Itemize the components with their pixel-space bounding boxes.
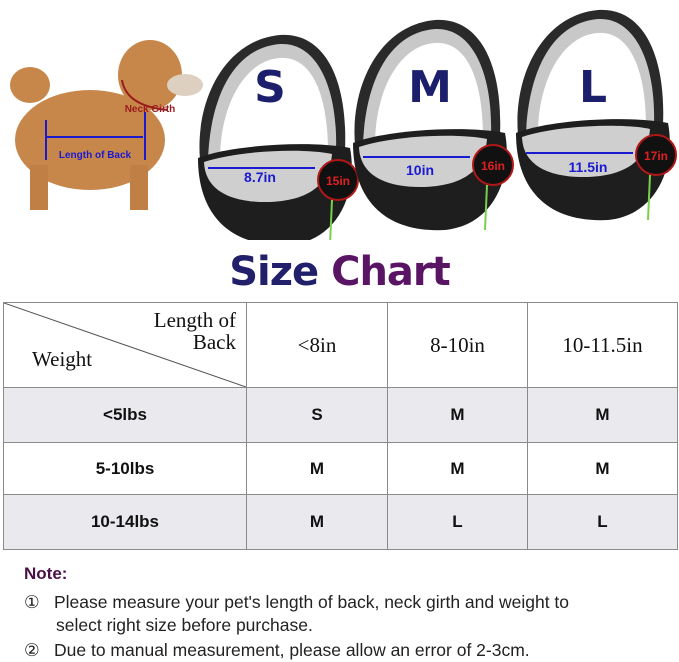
note-item-1-cont: select right size before purchase. [56,615,313,635]
table-row: <5lbs S M M [3,387,678,443]
note-text: Due to manual measurement, please allow … [54,640,530,660]
note-item-1: ① Please measure your pet's length of bac… [24,591,569,613]
size-cell: L [527,494,678,550]
bag-large: L 11.5in 17in [515,8,677,222]
length-of-back-label: Length of Back [59,150,132,161]
title-part1: Size [229,249,319,295]
bag-size-letter: L [579,62,607,113]
note-heading: Note: [24,564,68,583]
bag-neck-label: 15in [326,174,350,188]
size-cell: S [246,387,388,443]
size-cell: M [527,387,678,443]
title-part2: Chart [331,249,451,295]
column-header: 8-10in [387,302,528,388]
note-marker: ① [24,592,40,612]
weight-cell: <5lbs [3,387,247,443]
size-cell: L [387,494,528,550]
note-item-2: ② Due to manual measurement, please allow… [24,639,530,661]
page-title: Size Chart [0,246,679,298]
table-row: 5-10lbs M M M [3,442,678,495]
bag-length-label: 10in [406,162,434,178]
bag-size-letter: S [254,62,286,113]
bag-small: S 8.7in 15in [197,33,359,240]
product-illustration: Neck Girth Length of Back S 8.7in 15in M… [10,8,677,240]
size-cell: M [527,442,678,495]
column-header: 10-11.5in [527,302,678,388]
weight-cell: 10-14lbs [3,494,247,550]
dog-image: Neck Girth Length of Back [10,40,203,210]
bag-neck-label: 17in [644,149,668,163]
weight-cell: 5-10lbs [3,442,247,495]
table-header-row: Length of Back Weight <8in 8-10in 10-11.… [3,302,678,388]
size-cell: M [246,494,388,550]
note-text: Please measure your pet's length of back… [54,592,570,612]
table-row: 10-14lbs M L L [3,494,678,550]
note-marker: ② [24,640,40,660]
neck-girth-label: Neck Girth [125,104,176,115]
corner-bottom-label: Weight [32,347,93,371]
size-cell: M [246,442,388,495]
bag-length-label: 11.5in [569,159,608,175]
bag-medium: M 10in 16in [352,18,514,232]
bag-size-letter: M [408,62,452,113]
bag-length-label: 8.7in [244,169,276,185]
size-cell: M [387,387,528,443]
column-header: <8in [246,302,388,388]
size-table: Length of Back Weight <8in 8-10in 10-11.… [3,302,678,550]
corner-top-label: Length of Back [153,308,236,354]
corner-header: Length of Back Weight [3,302,247,388]
size-cell: M [387,442,528,495]
bag-neck-label: 16in [481,159,505,173]
